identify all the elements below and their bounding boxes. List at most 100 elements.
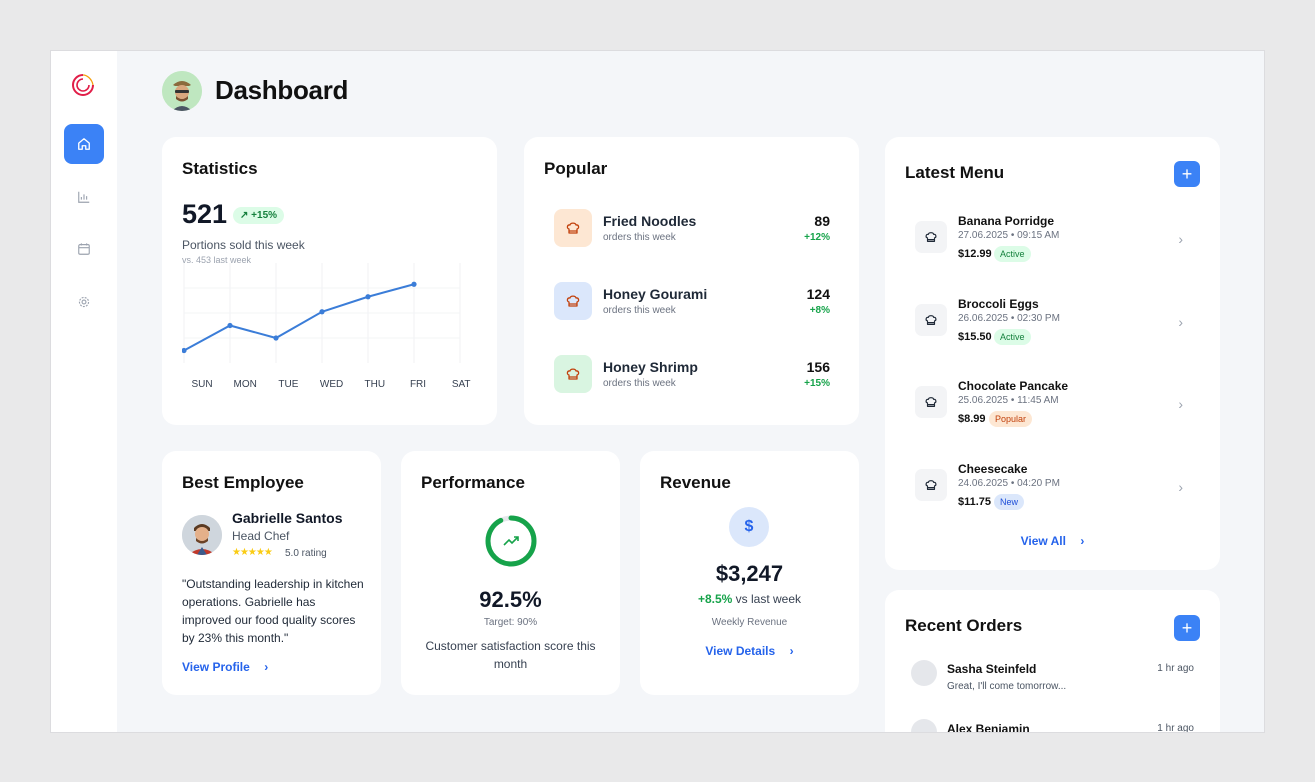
sidebar-item-analytics[interactable] xyxy=(64,177,104,217)
avatar xyxy=(911,719,937,732)
popular-item-value: 124 xyxy=(806,286,830,302)
user-avatar[interactable] xyxy=(162,71,202,111)
performance-value: 92.5% xyxy=(479,587,542,612)
menu-item[interactable]: Banana Porridge 27.06.2025 • 09:15 AM $12.… xyxy=(915,213,1185,273)
view-profile-link[interactable]: View Profile › xyxy=(182,658,268,676)
avatar-icon xyxy=(182,515,222,555)
chart-x-tick-label: THU xyxy=(365,379,386,390)
popular-item-name: Honey Gourami xyxy=(603,286,708,302)
sidebar-item-home[interactable] xyxy=(64,124,104,164)
card-title: Recent Orders xyxy=(905,616,1023,635)
popular-item-sub: orders this week xyxy=(603,378,676,389)
menu-item-name: Banana Porridge xyxy=(958,214,1055,228)
menu-item-price: $11.75 xyxy=(958,495,992,508)
chart-point xyxy=(227,322,233,329)
sidebar xyxy=(51,51,117,732)
chevron-right-icon: › xyxy=(1080,534,1085,548)
order-name[interactable]: Sasha Steinfeld xyxy=(947,662,1037,676)
employee-rating: 5.0 rating xyxy=(285,548,327,559)
performance-ring xyxy=(485,515,537,567)
performance-description: Customer satisfaction score this month xyxy=(425,639,596,671)
trend-up-icon: ↗ xyxy=(240,210,249,221)
view-details-link[interactable]: View Details › xyxy=(640,642,859,660)
chart-x-tick-label: WED xyxy=(320,379,343,390)
stats-comparison: vs. 453 last week xyxy=(182,255,252,265)
menu-item-name: Broccoli Eggs xyxy=(958,296,1039,311)
gear-icon xyxy=(78,296,90,308)
menu-item-date: 24.06.2025 • 04:20 PM xyxy=(958,477,1060,489)
star-rating-icon: ★★★★★ xyxy=(232,547,273,558)
employee-quote: "Outstanding leadership in kitchen opera… xyxy=(182,577,364,645)
sidebar-item-settings[interactable] xyxy=(64,282,104,322)
weekly-line-chart: SUN MON TUE WED THU FRI SAT xyxy=(182,263,471,390)
chef-hat-icon xyxy=(915,468,947,501)
card-title: Best Employee xyxy=(182,473,304,492)
popular-item-change: +12% xyxy=(804,232,830,243)
view-all-link[interactable]: View All › xyxy=(885,532,1220,550)
add-menu-button[interactable]: + xyxy=(1174,161,1200,187)
employee-role: Head Chef xyxy=(232,529,290,543)
chart-x-tick-label: SAT xyxy=(452,379,471,390)
chevron-right-icon: › xyxy=(789,644,794,658)
stats-subtitle: Portions sold this week xyxy=(182,238,305,252)
statistics-card: Statistics 521 ↗ +15% Portions sold this… xyxy=(162,137,497,425)
chevron-right-icon: › xyxy=(264,660,269,674)
menu-item[interactable]: Cheesecake 24.06.2025 • 04:20 PM $11.75 New… xyxy=(915,461,1185,521)
avatar-icon xyxy=(162,71,202,111)
popular-item-change: +15% xyxy=(804,378,830,389)
popular-item-value: 89 xyxy=(814,213,830,229)
chef-hat-icon xyxy=(915,386,947,418)
card-title: Statistics xyxy=(182,159,258,178)
menu-item-date: 27.06.2025 • 09:15 AM xyxy=(958,230,1060,241)
popular-item[interactable]: Honey Shrimp orders this week 156 +15% xyxy=(554,355,830,395)
employee-name: Gabrielle Santos xyxy=(232,510,343,526)
menu-item[interactable]: Broccoli Eggs 26.06.2025 • 02:30 PM $15.50… xyxy=(915,296,1185,356)
chevron-right-icon: › xyxy=(1178,396,1183,412)
popular-item[interactable]: Fried Noodles orders this week 89 +12% xyxy=(554,209,830,249)
add-order-button[interactable]: + xyxy=(1174,615,1200,641)
menu-item-name: Cheesecake xyxy=(958,461,1028,476)
chart-point xyxy=(411,281,417,287)
chevron-right-icon: › xyxy=(1178,231,1183,247)
menu-item-price: $12.99 xyxy=(958,248,992,260)
chef-hat-icon xyxy=(915,221,947,253)
revenue-label: Weekly Revenue xyxy=(711,617,788,628)
order-name[interactable]: Alex Benjamin xyxy=(947,722,1030,733)
latest-menu-card: Latest Menu + Banana Porridge 27.06.2025 … xyxy=(885,137,1220,570)
best-employee-card: Best Employee Gabrielle Santos Head Chef… xyxy=(162,451,381,695)
stats-value: 521 xyxy=(182,199,228,229)
status-badge: Popular xyxy=(989,411,1033,427)
popular-item-sub: orders this week xyxy=(603,232,676,243)
calendar-icon xyxy=(78,243,90,255)
revenue-change-row: +8.5% vs last week xyxy=(640,592,859,606)
revenue-change-suffix: vs last week xyxy=(735,592,802,606)
card-title: Popular xyxy=(544,159,608,178)
chevron-right-icon: › xyxy=(1178,313,1183,330)
sidebar-item-calendar[interactable] xyxy=(64,229,104,269)
chart-point xyxy=(365,294,371,300)
chart-x-tick-label: SUN xyxy=(191,379,212,390)
revenue-value: $3,247 xyxy=(715,561,784,586)
menu-item-name: Chocolate Pancake xyxy=(958,379,1069,393)
view-profile-label: View Profile xyxy=(182,660,250,674)
chef-hat-icon xyxy=(915,303,947,336)
order-time: 1 hr ago xyxy=(1157,663,1194,674)
page-title: Dashboard xyxy=(215,75,349,105)
home-icon xyxy=(78,138,90,150)
chef-hat-icon xyxy=(554,282,592,320)
popular-item-name: Fried Noodles xyxy=(603,213,697,229)
chart-x-tick-label: MON xyxy=(234,379,257,390)
popular-item-value: 156 xyxy=(806,359,830,375)
view-all-label: View All xyxy=(1020,534,1066,548)
popular-item[interactable]: Honey Gourami orders this week 124 +8% xyxy=(554,282,830,322)
bar-chart-icon xyxy=(78,191,90,203)
employee-avatar xyxy=(182,515,222,555)
avatar xyxy=(911,660,937,686)
chevron-right-icon: › xyxy=(1178,478,1183,495)
recent-orders-card: Recent Orders + Sasha Steinfeld Great, I… xyxy=(885,590,1220,733)
menu-item[interactable]: Chocolate Pancake 25.06.2025 • 11:45 AM $8… xyxy=(915,378,1185,438)
performance-target: Target: 90% xyxy=(483,617,538,628)
dollar-icon: $ xyxy=(729,507,769,547)
chart-x-tick-label: TUE xyxy=(278,379,298,390)
chart-series-line xyxy=(183,283,415,352)
